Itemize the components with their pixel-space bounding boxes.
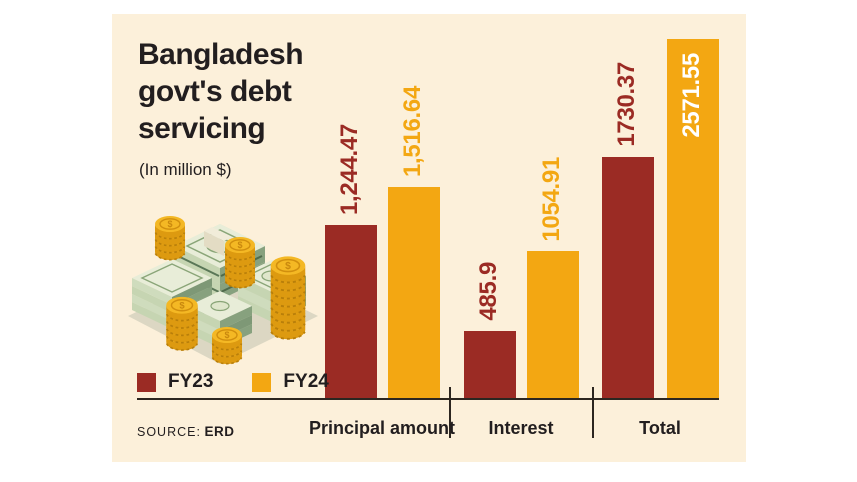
bar-interest-fy23 bbox=[464, 331, 516, 399]
category-label-interest: Interest bbox=[488, 418, 554, 438]
fy24-swatch-icon bbox=[252, 372, 272, 392]
axis-baseline bbox=[137, 398, 719, 400]
legend: FY23 FY24 bbox=[137, 371, 329, 393]
legend-label-fy23: FY23 bbox=[168, 371, 214, 392]
category-label-principal: Principal amount bbox=[308, 418, 456, 438]
bar-principal-fy23 bbox=[325, 225, 377, 399]
value-label-interest-fy24: 1054.91 bbox=[538, 156, 565, 242]
chart-panel: Bangladesh govt's debt servicing (In mil… bbox=[112, 14, 746, 462]
bar-principal-fy24 bbox=[388, 187, 440, 399]
source-line: SOURCE: ERD bbox=[137, 424, 234, 439]
bar-interest-fy24 bbox=[527, 251, 579, 399]
page-title: Bangladesh govt's debt servicing bbox=[138, 38, 304, 145]
money-icon: $ bbox=[128, 215, 318, 365]
value-label-principal-fy23: 1,244.47 bbox=[336, 123, 363, 215]
source-label: SOURCE: bbox=[137, 425, 201, 439]
value-label-total-fy23: 1730.37 bbox=[613, 62, 640, 147]
value-label-total-fy24: 2571.55 bbox=[678, 52, 705, 138]
money-illustration: $ bbox=[120, 190, 324, 374]
category-divider-1 bbox=[449, 387, 451, 438]
fy23-swatch-icon bbox=[137, 372, 156, 392]
category-label-total: Total bbox=[639, 418, 681, 438]
value-label-interest-fy23: 485.9 bbox=[475, 262, 502, 321]
source-value: ERD bbox=[204, 424, 235, 439]
units-subtitle: (In million $) bbox=[139, 160, 232, 179]
category-divider-2 bbox=[592, 387, 594, 438]
value-label-principal-fy24: 1,516.64 bbox=[399, 85, 426, 177]
bar-total-fy24 bbox=[667, 39, 719, 399]
bar-total-fy23 bbox=[602, 157, 654, 399]
legend-label-fy24: FY24 bbox=[283, 371, 329, 392]
